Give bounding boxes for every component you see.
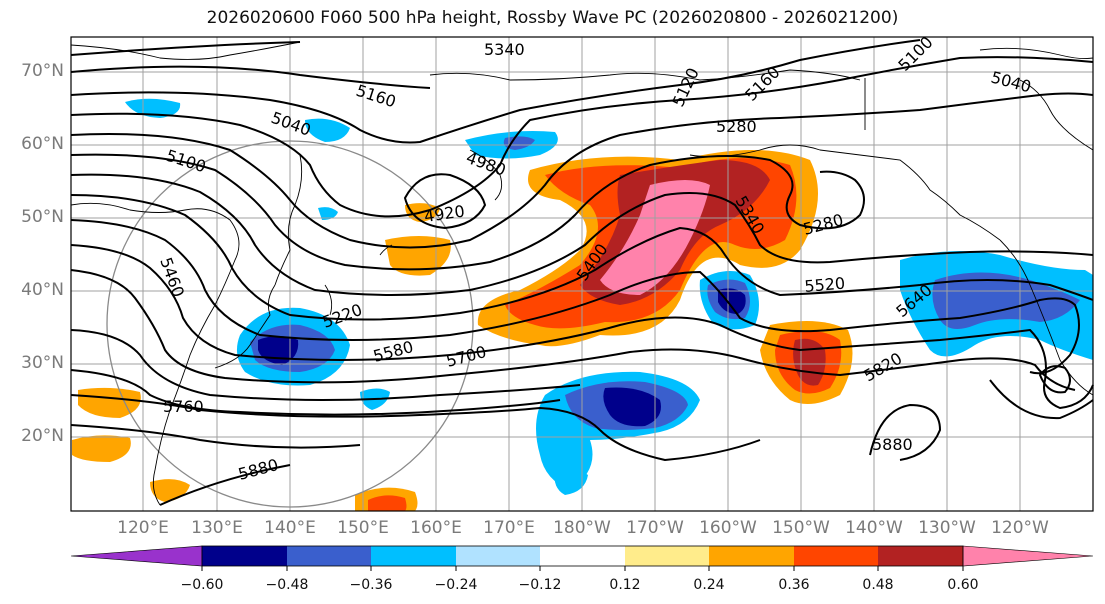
colorbar xyxy=(70,545,1094,571)
colorbar-segment xyxy=(202,546,287,566)
colorbar-tick-label: 0.24 xyxy=(693,577,725,593)
lon-tick-label: 140°E xyxy=(264,518,316,538)
colorbar-tick-label: 0.60 xyxy=(947,577,979,593)
colorbar-tick-label: 0.36 xyxy=(778,577,810,593)
lon-tick-label: 140°W xyxy=(845,518,903,538)
region-circle xyxy=(106,140,474,508)
contour-label: 5340 xyxy=(484,40,525,59)
lon-tick-label: 160°E xyxy=(410,518,462,538)
positive-anomaly-region xyxy=(72,435,131,462)
colorbar-tick-label: −0.12 xyxy=(518,577,562,593)
height-contours xyxy=(70,39,1094,506)
lat-tick-label: 30°N xyxy=(21,353,64,373)
lon-tick-label: 130°E xyxy=(191,518,243,538)
colorbar-tick-label: −0.60 xyxy=(180,577,224,593)
lon-tick-label: 130°W xyxy=(918,518,976,538)
lat-tick-label: 40°N xyxy=(21,280,64,300)
negative-anomaly-region xyxy=(318,207,338,220)
positive-anomaly-core xyxy=(368,495,407,511)
lon-tick-label: 150°E xyxy=(337,518,389,538)
lon-tick-label: 160°W xyxy=(699,518,757,538)
lon-tick-label: 170°W xyxy=(626,518,684,538)
colorbar-tick-label: 0.12 xyxy=(609,577,641,593)
negative-anomaly-region xyxy=(305,118,350,142)
colorbar-segment xyxy=(456,546,540,566)
negative-anomaly-region xyxy=(554,468,588,495)
colorbar-extend-high xyxy=(962,545,1094,567)
lon-tick-label: 120°E xyxy=(117,518,169,538)
colorbar-outline xyxy=(201,545,964,567)
colorbar-segment xyxy=(878,546,963,566)
lat-tick-label: 20°N xyxy=(21,426,64,446)
anomaly-shading xyxy=(72,98,1093,511)
coastlines xyxy=(70,41,1094,506)
colorbar-tick-label: −0.36 xyxy=(349,577,393,593)
lat-tick-label: 60°N xyxy=(21,134,64,154)
colorbar-tick-label: 0.48 xyxy=(862,577,894,593)
colorbar-segment xyxy=(794,546,878,566)
contour-label: 5280 xyxy=(716,117,757,136)
colorbar-segment xyxy=(287,546,371,566)
colorbar-segment xyxy=(371,546,456,566)
colorbar-segment xyxy=(625,546,709,566)
lat-tick-label: 70°N xyxy=(21,61,64,81)
colorbar-tick-label: −0.24 xyxy=(434,577,478,593)
lat-tick-label: 50°N xyxy=(21,207,64,227)
map-title: 2026020600 F060 500 hPa height, Rossby W… xyxy=(206,8,899,28)
contour-label: 5520 xyxy=(804,274,846,296)
lon-tick-label: 120°W xyxy=(991,518,1049,538)
lon-tick-label: 150°W xyxy=(772,518,830,538)
negative-anomaly-core xyxy=(503,136,535,150)
colorbar-segment xyxy=(709,546,794,566)
lon-tick-label: 170°E xyxy=(483,518,535,538)
negative-anomaly-core xyxy=(932,272,1080,329)
map-frame xyxy=(70,36,1094,512)
colorbar-tick-label: −0.48 xyxy=(265,577,309,593)
negative-anomaly-deep xyxy=(603,387,661,427)
lon-tick-label: 180°W xyxy=(553,518,611,538)
colorbar-extend-low xyxy=(70,545,203,567)
colorbar-segment xyxy=(540,546,625,566)
negative-anomaly-deep xyxy=(718,288,746,314)
contour-label: 5880 xyxy=(872,435,913,454)
contour-label: 5760 xyxy=(163,397,204,416)
graticule xyxy=(71,37,1093,511)
positive-anomaly-region xyxy=(78,387,141,418)
negative-anomaly-region xyxy=(1058,314,1093,352)
